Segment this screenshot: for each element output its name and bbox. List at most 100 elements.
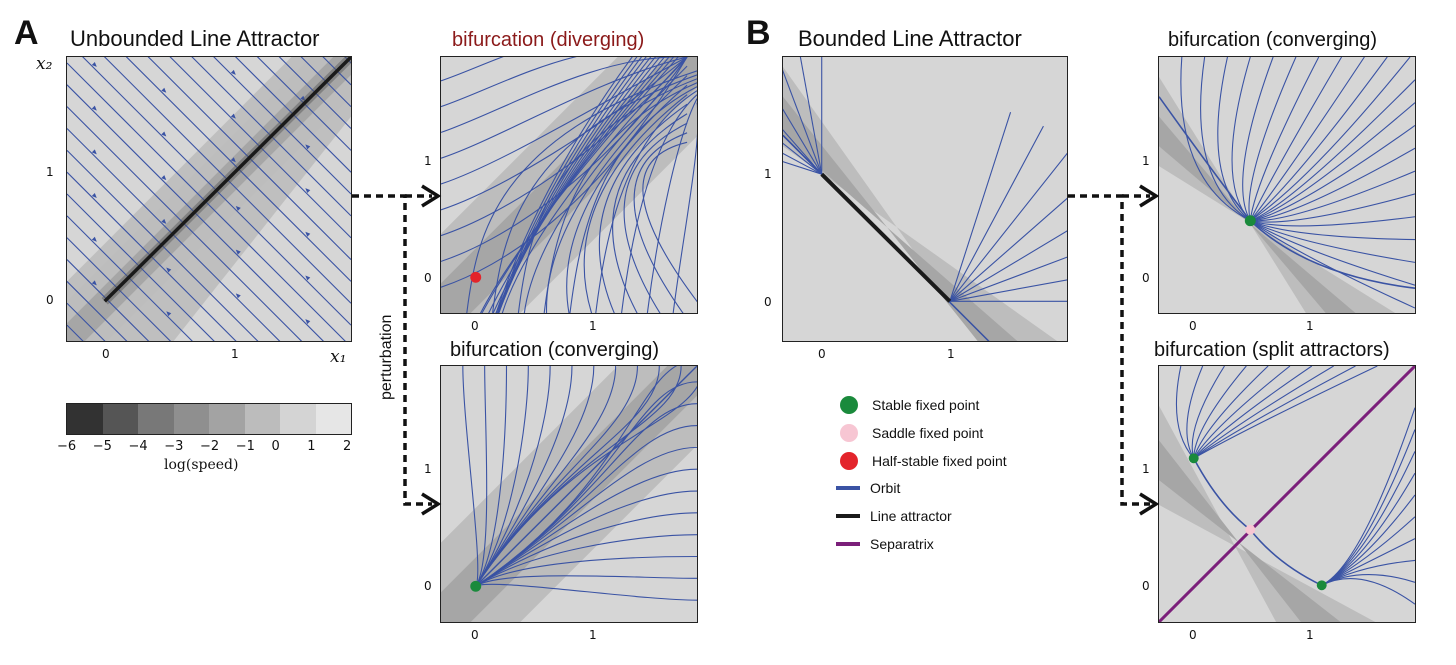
orbit-curve [633,132,688,313]
panel-a-main-title: Unbounded Line Attractor [70,26,320,51]
plot-a-xtick-1: 1 [231,347,239,361]
panel-a-top-sub-title: bifurcation (diverging) [452,29,645,51]
orbit-line [67,149,259,341]
orbit-curve [475,366,508,587]
colorbar-tick: 0 [271,439,280,454]
orbit-line [147,57,351,260]
bounded-line-attractor-plot [782,56,1068,342]
legend-item: Stable fixed point [836,396,979,414]
orbit-arrow [161,218,167,224]
orbit-arrow [91,61,97,67]
orbit-arrow [230,69,236,75]
orbit-curve [595,90,697,313]
panel-letter-b: B [746,14,771,52]
plot-a1-xtick-0: 0 [471,319,479,333]
orbit-diagonal [475,366,697,587]
orbit-curve [441,57,688,185]
orbit-arrow [305,319,311,325]
orbit-arrow [305,144,311,150]
orbit-curve [475,366,595,587]
perturbation-arrows-b [1068,184,1160,516]
orbit-curve [1175,366,1195,459]
orbit-curve [1250,216,1415,227]
plot-a2-ytick-1: 1 [424,462,432,476]
colorbar-tick: 1 [307,439,316,454]
orbit-line [213,57,351,195]
orbit-curve [1249,57,1320,221]
colorbar-tick: −3 [164,439,184,454]
orbit-ray [949,152,1067,302]
colorbar-segment [102,404,138,434]
orbit-curve [475,512,697,587]
orbit-curve [462,366,479,587]
orbit-ray [949,125,1044,302]
orbit-curve [475,555,697,587]
orbit-curve [1249,220,1415,309]
orbit-curve [475,366,573,587]
orbit-curve [621,94,697,313]
orbit-curve [1191,366,1225,459]
legend-label: Stable fixed point [872,397,980,413]
stable-fixed-point [470,580,482,592]
orbit-ray [783,108,823,175]
orbit-curve [441,57,688,133]
orbit-line [103,57,351,304]
orbit-ray [799,57,823,175]
orbit-curve [1321,578,1415,605]
orbit-line [67,215,193,341]
speed-band [1159,76,1396,313]
orbit-arrow [91,193,97,199]
orbit-arrow [305,188,311,194]
panel-b-main-title: Bounded Line Attractor [798,26,1022,51]
plot-b1-xtick-0: 0 [1189,319,1197,333]
orbit-curve [475,468,697,587]
legend-item: Saddle fixed point [836,424,983,442]
colorbar-tick: 2 [343,439,352,454]
orbit-curve [1248,57,1297,221]
panel-b-top-sub-title: bifurcation (converging) [1168,29,1377,51]
plot-a-ytick-1: 1 [46,165,54,179]
plot-a2-xtick-0: 0 [471,628,479,642]
colorbar-tick: −5 [92,439,112,454]
orbit-arrow [91,236,97,242]
plot-b-xtick-1: 1 [947,347,955,361]
orbit-curve [441,57,688,159]
diverging-bifurcation-plot [440,56,698,314]
orbit-curve [1250,125,1415,222]
perturbation-arrows-a [352,184,442,516]
orbit-curve [569,86,697,313]
line-attractor [820,172,952,303]
orbit-curve [1193,366,1356,459]
orbit-curve [1193,366,1378,459]
orbit-arrow [305,231,311,237]
orbit-ray [783,129,823,175]
orbit-line [82,57,351,326]
colorbar-segment [244,404,280,434]
orbit-line [125,57,351,282]
orbit-line [67,193,215,341]
orbit-curve [696,106,697,108]
y-axis-label-x2: x₂ [36,54,53,74]
orbit-curve [545,75,688,313]
panel-letter-a: A [14,14,39,52]
orbit-curve [1249,57,1365,222]
orbit-curve [492,74,697,313]
plot-b2-xtick-0: 0 [1189,628,1197,642]
orbit-curve [1180,57,1251,222]
orbit-curve [1249,57,1388,222]
orbit-ray [783,142,823,175]
legend-label: Line attractor [870,508,952,524]
background [783,57,1067,341]
orbit-curve [1186,366,1204,459]
x-axis-label-x1: x₁ [330,347,347,367]
orbit-curve [1250,79,1415,222]
orbit-line [67,128,281,341]
orbit-curve [480,57,679,313]
orbit-arrow [161,87,167,93]
colorbar-segment [280,404,316,434]
orbit-curve [1250,147,1415,222]
plot-b-ytick-1: 1 [764,167,772,181]
orbit-curve [672,102,697,313]
orbit-curve [1249,220,1415,286]
orbit-curve [646,98,697,313]
